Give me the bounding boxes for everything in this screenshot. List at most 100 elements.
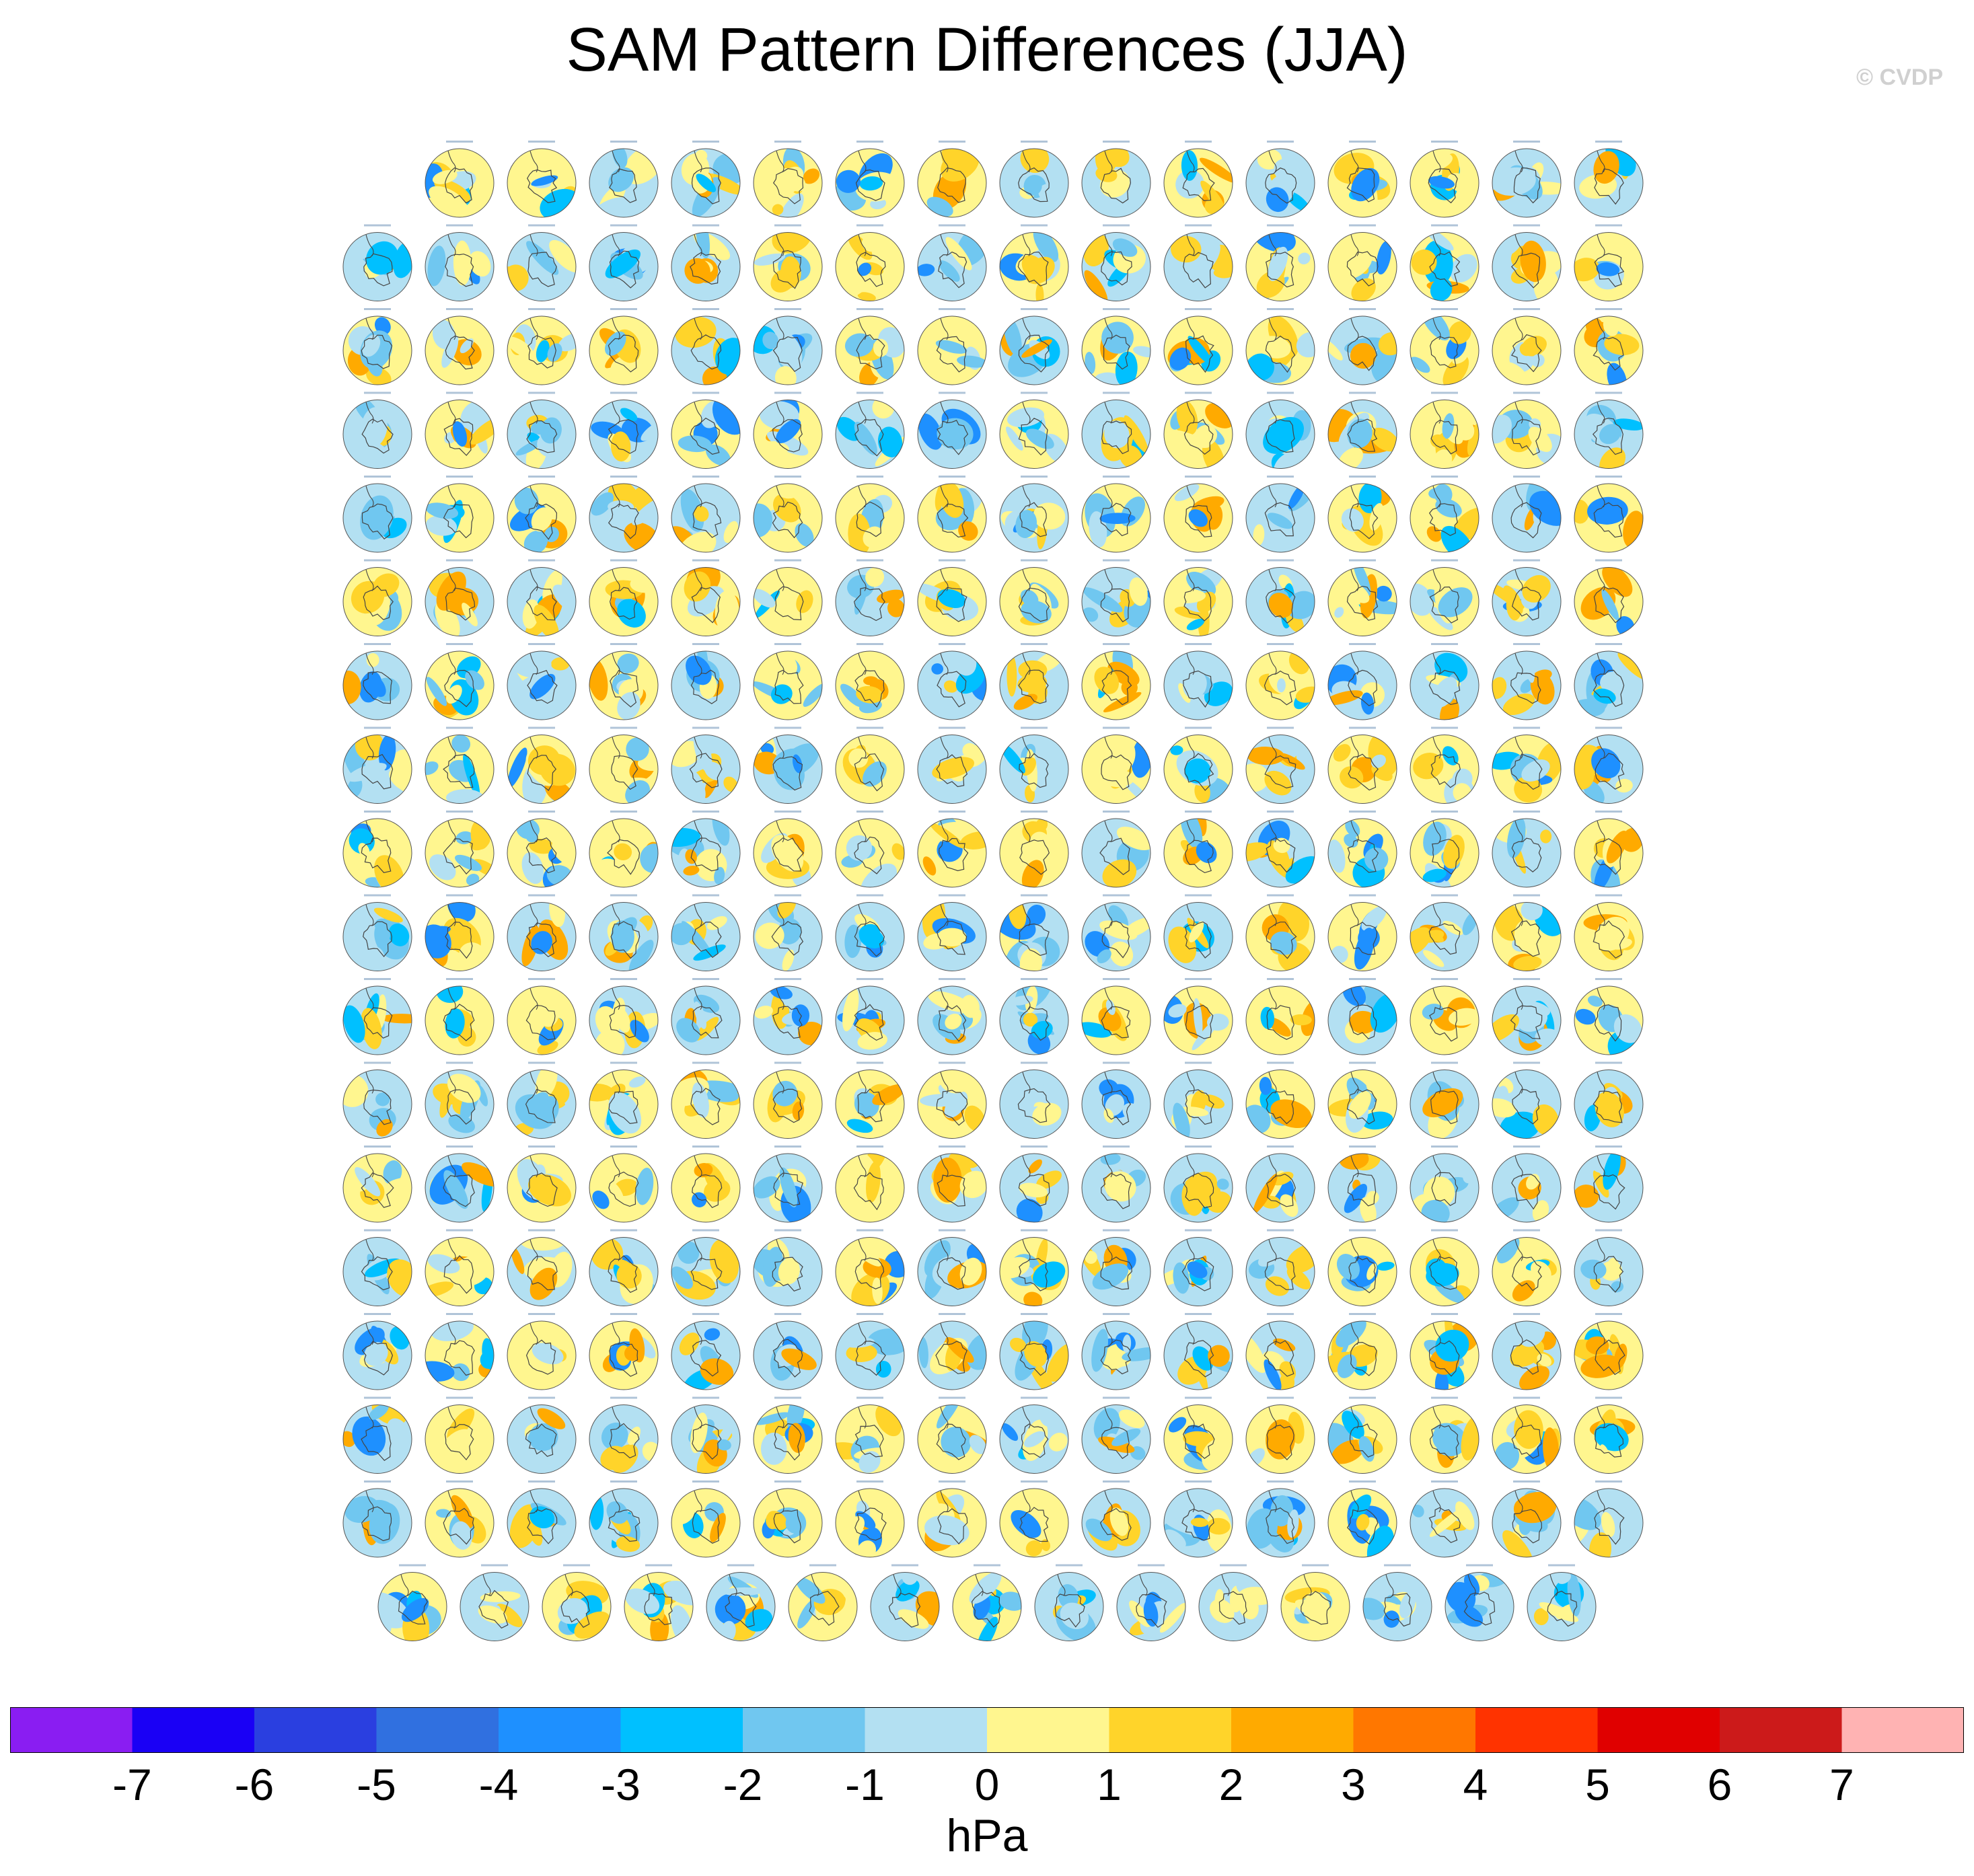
panel-map — [917, 1313, 987, 1390]
panel-map — [1574, 476, 1644, 553]
panel-map — [589, 894, 659, 971]
panel-map — [1081, 308, 1151, 385]
panel-map — [1327, 1229, 1397, 1306]
panel-map — [507, 1313, 577, 1390]
panel-map — [1492, 1313, 1562, 1390]
panel-map — [377, 1564, 447, 1641]
panel-map — [1574, 391, 1644, 469]
panel-map — [835, 894, 905, 971]
panel-map — [507, 224, 577, 301]
panel-map — [342, 308, 412, 385]
panel-map — [1410, 308, 1479, 385]
panel-map — [1081, 559, 1151, 636]
panel-map — [835, 476, 905, 553]
panel-map — [1410, 391, 1479, 469]
panel-map — [1492, 1396, 1562, 1474]
panel-map — [753, 1396, 823, 1474]
panel-map — [671, 978, 741, 1055]
panel-map — [1081, 726, 1151, 804]
panel-map — [342, 1061, 412, 1139]
panel-map — [1081, 1396, 1151, 1474]
colorbar-tick-label: 6 — [1707, 1760, 1732, 1809]
colorbar-tick-label: 1 — [1097, 1760, 1122, 1809]
panel-map — [917, 811, 987, 888]
panel-map — [917, 726, 987, 804]
panel-map — [1445, 1564, 1514, 1641]
panel-map — [917, 1480, 987, 1558]
panel-map — [507, 726, 577, 804]
panel-map — [507, 1229, 577, 1306]
panel-map — [1492, 1480, 1562, 1558]
panel-map — [507, 308, 577, 385]
colorbar-swatch — [1720, 1707, 1842, 1753]
panel-map — [1163, 224, 1233, 301]
panel-map — [425, 1396, 495, 1474]
panel-map — [1327, 141, 1397, 218]
panel-map — [589, 308, 659, 385]
colorbar-tick-label: -7 — [112, 1760, 152, 1809]
panel-map — [835, 643, 905, 720]
panel-map — [999, 1396, 1069, 1474]
panel-map — [342, 894, 412, 971]
panel-map — [542, 1564, 612, 1641]
panel-map — [753, 894, 823, 971]
panel-map — [589, 559, 659, 636]
panel-map — [999, 811, 1069, 888]
panel-map — [671, 811, 741, 888]
panel-map — [1245, 1146, 1315, 1223]
panel-map — [1410, 894, 1479, 971]
panel-map — [671, 1396, 741, 1474]
panel-map — [1574, 726, 1644, 804]
panel-map — [1410, 1061, 1479, 1139]
panel-map — [1163, 1229, 1233, 1306]
panel-map — [1163, 811, 1233, 888]
panel-map — [425, 141, 495, 218]
panel-map — [589, 1146, 659, 1223]
panel-map — [425, 559, 495, 636]
panel-map — [671, 141, 741, 218]
panel-map — [1574, 1229, 1644, 1306]
panel-map — [589, 391, 659, 469]
panel-map — [589, 643, 659, 720]
panel-map — [507, 1396, 577, 1474]
panel-map — [999, 726, 1069, 804]
panel-map — [753, 978, 823, 1055]
panel-map — [1410, 476, 1479, 553]
panel-map — [425, 391, 495, 469]
colorbar — [10, 1707, 1964, 1753]
panel-map — [706, 1564, 776, 1641]
panel-map — [1245, 224, 1315, 301]
colorbar-tick-label: -4 — [478, 1760, 519, 1809]
panel-map — [1492, 559, 1562, 636]
panel-map — [425, 308, 495, 385]
panel-map — [1327, 894, 1397, 971]
panel-map — [1245, 308, 1315, 385]
panel-map — [1081, 1313, 1151, 1390]
panel-map — [917, 1061, 987, 1139]
panel-map — [1410, 141, 1479, 218]
panel-map — [835, 559, 905, 636]
panel-map — [999, 224, 1069, 301]
panel-map — [671, 476, 741, 553]
panel-map — [753, 643, 823, 720]
panel-map — [342, 391, 412, 469]
panel-map — [1198, 1564, 1268, 1641]
panel-map — [1492, 476, 1562, 553]
panel-map — [835, 1146, 905, 1223]
panel-map — [1081, 894, 1151, 971]
panel-map — [507, 391, 577, 469]
panel-map — [507, 811, 577, 888]
panel-map — [753, 1146, 823, 1223]
panel-map — [342, 559, 412, 636]
panel-map — [342, 1146, 412, 1223]
panel-map — [917, 978, 987, 1055]
panel-map — [589, 1396, 659, 1474]
panel-map — [1492, 1061, 1562, 1139]
colorbar-tick-label: 3 — [1341, 1760, 1366, 1809]
panel-map — [425, 476, 495, 553]
panel-map — [835, 224, 905, 301]
panel-map — [1362, 1564, 1432, 1641]
panel-map — [1574, 978, 1644, 1055]
colorbar-swatch — [865, 1707, 988, 1753]
panel-map — [671, 1313, 741, 1390]
